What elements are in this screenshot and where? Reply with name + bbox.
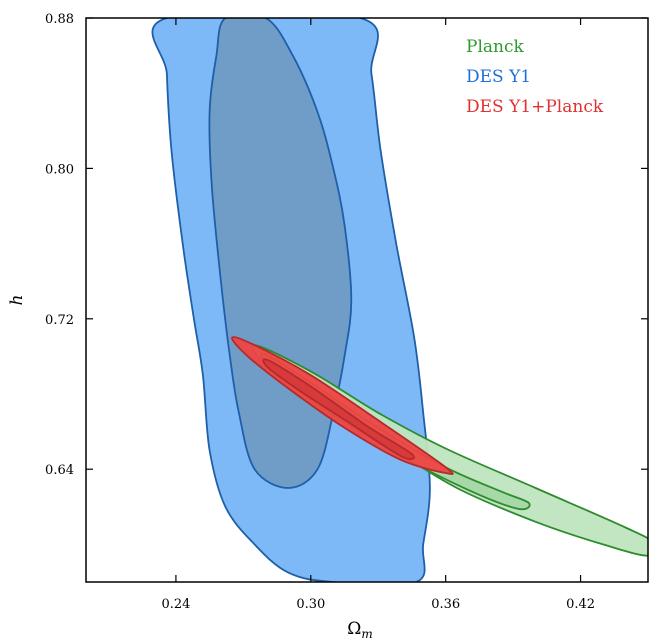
contour-68-des-y1-planck (262, 358, 415, 460)
x-tick-label: 0.30 (296, 597, 325, 612)
axes-frame (85, 17, 649, 583)
x-tick-label: 0.24 (161, 597, 190, 612)
x-axis-title: Ωm (347, 619, 373, 640)
legend-entry: DES Y1+Planck (466, 97, 604, 117)
y-tick-label: 0.72 (45, 313, 74, 328)
y-tick-label: 0.88 (45, 12, 74, 27)
series-des-y1-planck (231, 336, 454, 475)
y-tick-label: 0.80 (45, 162, 74, 177)
contour-68-des-y1 (208, 18, 353, 489)
x-tick-label: 0.36 (431, 597, 460, 612)
contour-layer (151, 18, 648, 582)
y-tick-label: 0.64 (45, 463, 74, 478)
x-axis-title-subscript: m (361, 627, 372, 640)
legend: Planck DES Y1 DES Y1+Planck (466, 37, 604, 117)
plot-border (85, 17, 649, 583)
legend-entry: DES Y1 (466, 67, 531, 87)
y-axis-title: h (7, 295, 27, 306)
series-des-y1 (151, 18, 431, 582)
tick-layer: 0.24 0.30 0.36 0.42 0.64 0.72 0.80 0.88 (45, 12, 648, 612)
legend-entry: Planck (466, 37, 524, 57)
x-tick-label: 0.42 (566, 597, 595, 612)
